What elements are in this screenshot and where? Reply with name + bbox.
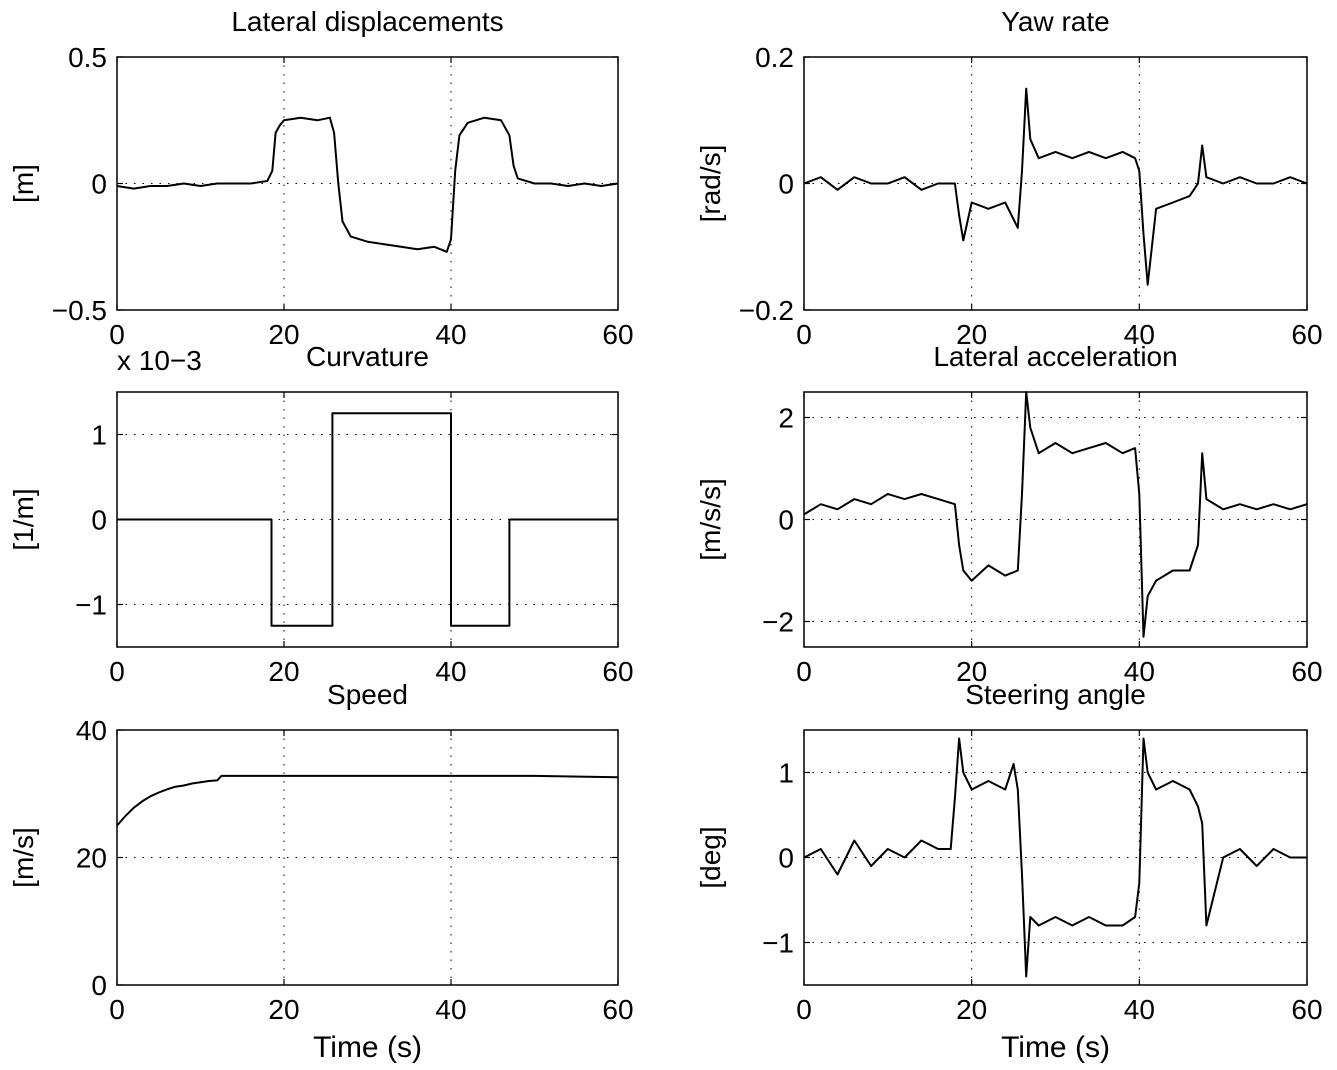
y-tick-label: 0 <box>91 505 107 536</box>
x-tick-label: 0 <box>796 319 812 350</box>
series-line <box>116 774 619 827</box>
y-axis-label: [m/s/s] <box>695 478 726 560</box>
x-tick-label: 20 <box>956 994 987 1025</box>
chart-panel-6: 0 20 40 60 −1 0 1 Steering angle [deg] Time (s) <box>695 679 1323 1064</box>
y-tick-label: −1 <box>75 590 107 621</box>
x-tick-label: 20 <box>956 319 987 350</box>
x-tick-label: 60 <box>602 656 633 687</box>
y-axis-label: [m] <box>8 164 39 203</box>
y-tick-label: 0 <box>91 970 107 1001</box>
y-tick-label: 0 <box>778 843 794 874</box>
x-axis-label: Time (s) <box>1001 1031 1110 1064</box>
y-axis-label: [deg] <box>695 826 726 888</box>
axis-scale-note: x 10−3 <box>117 345 202 376</box>
chart-title: Curvature <box>306 341 429 372</box>
y-tick-label: 0 <box>778 169 794 200</box>
y-tick-label: 1 <box>778 758 794 789</box>
x-tick-label: 0 <box>109 656 125 687</box>
y-tick-label: 0 <box>91 169 107 200</box>
x-tick-label: 40 <box>1124 994 1155 1025</box>
y-axis-label: [m/s] <box>8 827 39 888</box>
y-axis-label: [rad/s] <box>695 145 726 223</box>
x-tick-label: 0 <box>109 319 125 350</box>
x-tick-label: 40 <box>1124 656 1155 687</box>
x-axis-label: Time (s) <box>313 1031 422 1064</box>
x-tick-label: 60 <box>1291 994 1322 1025</box>
x-tick-label: 0 <box>796 656 812 687</box>
x-tick-label: 20 <box>956 656 987 687</box>
series-line <box>117 412 618 627</box>
x-tick-label: 60 <box>1291 656 1322 687</box>
x-tick-label: 0 <box>109 994 125 1025</box>
y-tick-label: −0.2 <box>739 295 794 326</box>
x-tick-label: 0 <box>796 994 812 1025</box>
x-tick-label: 40 <box>435 656 466 687</box>
x-tick-label: 20 <box>268 994 299 1025</box>
x-tick-label: 20 <box>268 656 299 687</box>
y-tick-label: 20 <box>76 843 107 874</box>
x-tick-label: 60 <box>602 994 633 1025</box>
y-tick-label: 1 <box>91 420 107 451</box>
series-line <box>803 87 1308 286</box>
axes-frame <box>803 391 1308 648</box>
chart-panel-3: 0 20 40 60 −1 0 1 Curvature [1/m] x 10−3 <box>8 341 634 687</box>
x-tick-label: 40 <box>435 319 466 350</box>
y-tick-label: 40 <box>76 715 107 746</box>
chart-title: Lateral acceleration <box>933 341 1177 372</box>
series-line <box>803 391 1308 638</box>
chart-title: Speed <box>327 679 408 710</box>
y-tick-label: −2 <box>762 607 794 638</box>
x-tick-label: 60 <box>1291 319 1322 350</box>
y-tick-label: −0.5 <box>52 295 107 326</box>
chart-title: Yaw rate <box>1001 6 1109 37</box>
y-tick-label: 0.2 <box>755 42 794 73</box>
y-axis-label: [1/m] <box>8 488 39 550</box>
y-tick-label: 2 <box>778 403 794 434</box>
x-tick-label: 40 <box>1124 319 1155 350</box>
y-tick-label: −1 <box>762 928 794 959</box>
y-tick-label: 0 <box>778 505 794 536</box>
x-tick-label: 60 <box>602 319 633 350</box>
series-line <box>803 737 1307 978</box>
y-tick-label: 0.5 <box>68 42 107 73</box>
series-line <box>116 116 619 253</box>
chart-panel-5: 0 20 40 60 0 20 40 Speed [m/s] Time (s) <box>8 679 634 1064</box>
x-tick-label: 40 <box>435 994 466 1025</box>
chart-title: Lateral displacements <box>231 6 503 37</box>
x-tick-label: 20 <box>268 319 299 350</box>
chart-title: Steering angle <box>965 679 1146 710</box>
